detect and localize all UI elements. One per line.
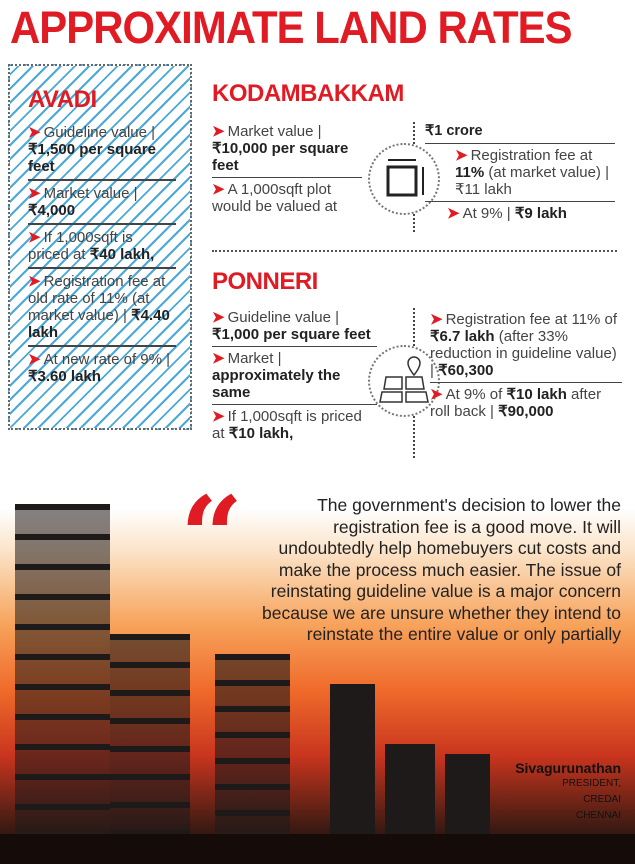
ponneri-right: ➤ Registration fee at 11% of ₹6.7 lakh (a… bbox=[430, 308, 622, 423]
arrow-icon: ➤ bbox=[212, 309, 225, 326]
item-text: (after 33% reduction in guideline value)… bbox=[430, 328, 617, 379]
item-text: At new rate of 9% | bbox=[43, 351, 171, 368]
item-value: ₹10 lakh bbox=[506, 386, 567, 403]
avadi-panel: AVADI ➤ Guideline value | ₹1,500 per squa… bbox=[8, 64, 192, 430]
kodambakkam-item: ➤ Registration fee at 11% (at market valu… bbox=[425, 143, 615, 202]
arrow-icon: ➤ bbox=[430, 311, 443, 328]
speaker-role: PRESIDENT, bbox=[562, 778, 621, 789]
item-value: ₹60,300 bbox=[438, 362, 494, 379]
item-value: approximately the same bbox=[212, 367, 341, 401]
arrow-icon: ➤ bbox=[28, 229, 41, 246]
item-text: Market value | bbox=[227, 123, 322, 140]
item-value: ₹4,000 bbox=[28, 202, 76, 219]
ponneri-item: ➤ Registration fee at 11% of ₹6.7 lakh (a… bbox=[430, 308, 622, 383]
item-value: ₹10 lakh, bbox=[228, 425, 294, 442]
item-value: ₹10,000 per square feet bbox=[212, 140, 349, 174]
ponneri-heading: PONNERI bbox=[212, 268, 318, 295]
ponneri-item: ➤ Market | approximately the same bbox=[212, 347, 377, 405]
ponneri-item: ➤ Guideline value | ₹1,000 per square fee… bbox=[212, 306, 377, 347]
construction-skyline-image bbox=[0, 430, 635, 864]
item-value: ₹90,000 bbox=[498, 403, 554, 420]
avadi-item: ➤ At new rate of 9% | ₹3.60 lakh bbox=[28, 347, 176, 389]
kodambakkam-item: ➤ Market value | ₹10,000 per square feet bbox=[212, 120, 362, 178]
kodambakkam-item: ➤ At 9% | ₹9 lakh bbox=[425, 202, 615, 225]
arrow-icon: ➤ bbox=[430, 386, 443, 403]
arrow-icon: ➤ bbox=[212, 123, 225, 140]
avadi-heading: AVADI bbox=[28, 86, 97, 113]
item-text: At 9% | bbox=[462, 205, 511, 222]
item-text: Guideline value | bbox=[43, 124, 156, 141]
arrow-icon: ➤ bbox=[28, 185, 41, 202]
item-text: Registration fee at 11% of bbox=[445, 311, 618, 328]
item-value: ₹9 lakh bbox=[514, 205, 567, 222]
arrow-icon: ➤ bbox=[28, 273, 41, 290]
plot-value: ₹1 crore bbox=[425, 122, 615, 143]
section-divider bbox=[212, 250, 617, 252]
item-text: (at market value) | ₹11 lakh bbox=[455, 164, 609, 198]
item-text: If 1,000sqft is priced at bbox=[28, 229, 133, 263]
avadi-item: ➤ Guideline value | ₹1,500 per square fee… bbox=[28, 120, 176, 181]
map-location-icon bbox=[368, 345, 440, 417]
ponneri-item: ➤ If 1,000sqft is priced at ₹10 lakh, bbox=[212, 405, 377, 445]
arrow-icon: ➤ bbox=[212, 181, 225, 198]
kodambakkam-item: ➤ A 1,000sqft plot would be valued at bbox=[212, 178, 362, 218]
item-text: A 1,000sqft plot would be valued at bbox=[212, 181, 338, 215]
item-value: ₹6.7 lakh bbox=[430, 328, 495, 345]
kodambakkam-heading: KODAMBAKKAM bbox=[212, 80, 404, 107]
item-value: ₹40 lakh, bbox=[89, 246, 155, 263]
kodambakkam-left: ➤ Market value | ₹10,000 per square feet … bbox=[212, 120, 362, 218]
arrow-icon: ➤ bbox=[28, 124, 41, 141]
item-value: ₹4.40 lakh bbox=[28, 307, 170, 341]
item-value: ₹3.60 lakh bbox=[28, 368, 101, 385]
ponneri-left: ➤ Guideline value | ₹1,000 per square fee… bbox=[212, 306, 377, 445]
ground bbox=[0, 834, 635, 864]
speaker-city: CHENNAI bbox=[575, 810, 621, 821]
avadi-item: ➤ If 1,000sqft is priced at ₹40 lakh, bbox=[28, 225, 176, 269]
arrow-icon: ➤ bbox=[212, 350, 225, 367]
arrow-icon: ➤ bbox=[28, 351, 41, 368]
item-text: If 1,000sqft is priced at bbox=[212, 408, 362, 442]
item-value: ₹1,500 per square feet bbox=[28, 141, 156, 175]
avadi-item: ➤ Market value | ₹4,000 bbox=[28, 181, 176, 225]
building-silhouette bbox=[110, 634, 190, 864]
speaker-org: CREDAI bbox=[583, 794, 621, 805]
item-value: ₹1 crore bbox=[425, 123, 483, 139]
arrow-icon: ➤ bbox=[447, 205, 460, 222]
avadi-item: ➤ Registration fee at old rate of 11% (at… bbox=[28, 269, 176, 347]
kodambakkam-right: ₹1 crore ➤ Registration fee at 11% (at ma… bbox=[425, 122, 615, 225]
quote-text: The government's decision to lower the r… bbox=[262, 495, 621, 644]
item-text: Guideline value | bbox=[227, 309, 340, 326]
quote-mark-icon: “ bbox=[180, 472, 244, 601]
item-value: ₹1,000 per square feet bbox=[212, 326, 371, 343]
arrow-icon: ➤ bbox=[455, 147, 468, 164]
item-value: 11% bbox=[455, 164, 485, 181]
arrow-icon: ➤ bbox=[212, 408, 225, 425]
item-text: At 9% of bbox=[445, 386, 503, 403]
building-silhouette bbox=[15, 504, 110, 864]
item-text: Market value | bbox=[43, 185, 138, 202]
item-text: Registration fee at old rate of 11% (at … bbox=[28, 273, 166, 324]
building-silhouette bbox=[215, 654, 290, 864]
ponneri-item: ➤ At 9% of ₹10 lakh after roll back | ₹90… bbox=[430, 383, 622, 423]
item-text: Registration fee at bbox=[470, 147, 593, 164]
item-text: after roll back | bbox=[430, 386, 602, 420]
speaker-name: Sivagurunathan bbox=[515, 760, 621, 776]
quote-attribution: Sivagurunathan PRESIDENT, CREDAI CHENNAI bbox=[515, 760, 621, 824]
item-text: Market | bbox=[227, 350, 282, 367]
plot-dimensions-icon bbox=[368, 143, 440, 215]
page-title: APPROXIMATE LAND RATES bbox=[10, 2, 573, 53]
